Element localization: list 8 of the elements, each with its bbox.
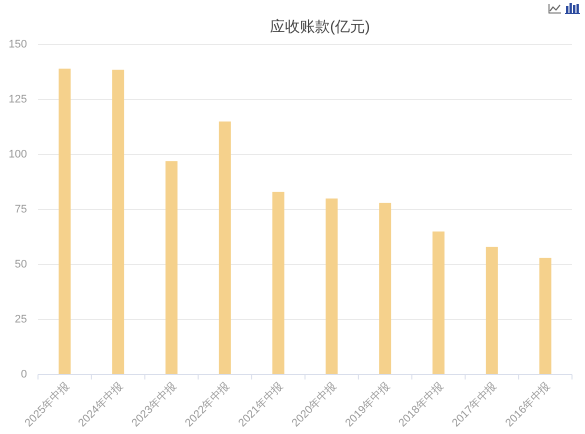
- y-tick-label: 50: [14, 258, 27, 270]
- y-tick-label: 125: [8, 94, 27, 106]
- y-tick-label: 25: [14, 314, 27, 326]
- y-tick-label: 150: [8, 38, 27, 50]
- y-tick-label: 75: [14, 204, 27, 216]
- y-tick-label: 100: [8, 148, 27, 160]
- y-tick-label: 0: [20, 368, 27, 380]
- chart-title: 应收账款(亿元): [270, 18, 370, 36]
